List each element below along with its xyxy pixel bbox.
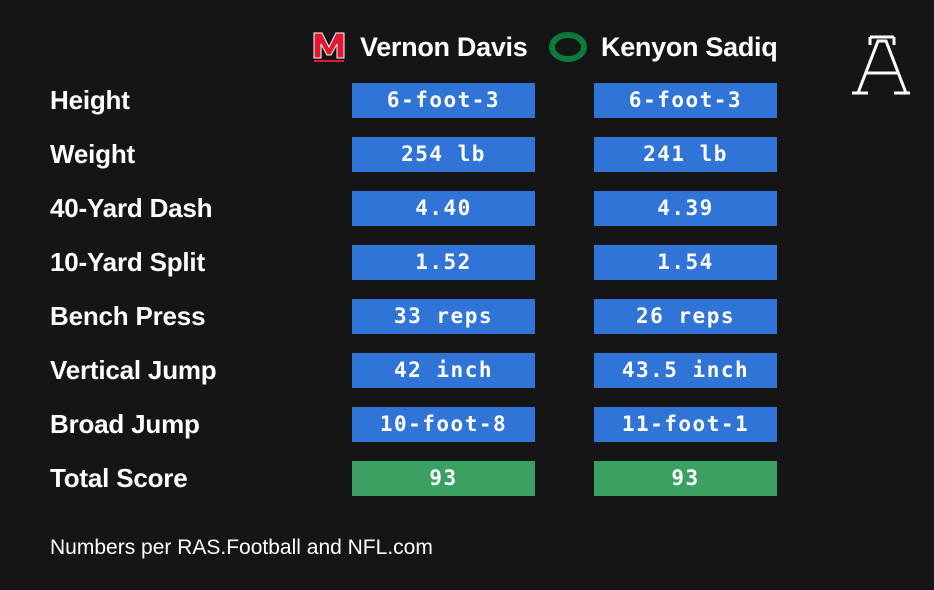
row-label-40-yard-dash: 40-Yard Dash	[50, 193, 213, 223]
oregon-o-logo	[549, 32, 587, 62]
stat-cell-b-height: 6-foot-3	[594, 83, 777, 118]
stat-cell-b-vertical-jump: 43.5 inch	[594, 353, 777, 388]
row-label-height: Height	[50, 85, 130, 115]
player-header-b: Kenyon Sadiq	[601, 28, 778, 66]
row-label-total-score: Total Score	[50, 463, 188, 493]
player-name-a: Vernon Davis	[360, 31, 528, 62]
row-label-broad-jump: Broad Jump	[50, 409, 200, 439]
row-label-vertical-jump: Vertical Jump	[50, 355, 217, 385]
stat-cell-b-broad-jump: 11-foot-1	[594, 407, 777, 442]
stat-cell-b-bench-press: 26 reps	[594, 299, 777, 334]
maryland-m-logo	[313, 32, 345, 62]
stat-cell-a-vertical-jump: 42 inch	[352, 353, 535, 388]
stat-cell-a-40-yard-dash: 4.40	[352, 191, 535, 226]
row-label-weight: Weight	[50, 139, 135, 169]
source-footnote: Numbers per RAS.Football and NFL.com	[50, 536, 433, 559]
stat-cell-a-height: 6-foot-3	[352, 83, 535, 118]
row-label-10-yard-split: 10-Yard Split	[50, 247, 205, 277]
stat-cell-a-10-yard-split: 1.52	[352, 245, 535, 280]
the-athletic-logo	[852, 35, 910, 95]
player-header-a: Vernon Davis	[360, 28, 528, 66]
stat-cell-b-weight: 241 lb	[594, 137, 777, 172]
score-cell-a-total: 93	[352, 461, 535, 496]
player-name-b: Kenyon Sadiq	[601, 31, 778, 62]
stat-cell-a-bench-press: 33 reps	[352, 299, 535, 334]
stat-cell-b-40-yard-dash: 4.39	[594, 191, 777, 226]
stat-cell-b-10-yard-split: 1.54	[594, 245, 777, 280]
stat-cell-a-broad-jump: 10-foot-8	[352, 407, 535, 442]
stat-cell-a-weight: 254 lb	[352, 137, 535, 172]
score-cell-b-total: 93	[594, 461, 777, 496]
row-label-bench-press: Bench Press	[50, 301, 206, 331]
